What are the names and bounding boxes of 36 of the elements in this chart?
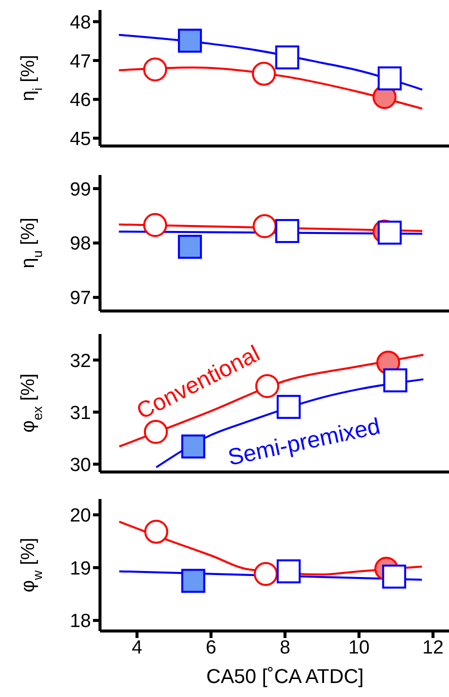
x-tick-label: 10	[348, 637, 370, 658]
y-tick-label: 99	[70, 179, 91, 200]
y-tick-label: 46	[70, 90, 91, 112]
y-tick-label: 47	[70, 51, 91, 72]
point	[252, 214, 277, 238]
point	[275, 219, 300, 244]
point	[178, 234, 202, 259]
y-tick-label: 98	[70, 234, 91, 255]
point	[143, 57, 168, 82]
y-tick-label: 32	[70, 350, 91, 372]
y-tick-label: 30	[70, 454, 91, 476]
point	[378, 66, 402, 90]
x-axis-title: CA50 [˚CA ATDC]	[206, 666, 364, 688]
point	[143, 213, 168, 238]
x-tick-label: 8	[280, 637, 290, 658]
point	[178, 28, 202, 53]
y-tick-label: 20	[70, 506, 91, 527]
y-tick-label: 19	[70, 558, 91, 580]
y-tick-label: 97	[70, 288, 91, 310]
point	[382, 564, 406, 589]
point	[378, 220, 402, 245]
x-tick-label: 12	[422, 637, 444, 658]
x-tick-label: 6	[206, 637, 216, 658]
point	[252, 62, 276, 86]
point	[276, 559, 301, 584]
point	[383, 368, 408, 392]
point	[181, 434, 206, 458]
point	[144, 420, 168, 444]
point	[181, 568, 206, 593]
y-tick-label: 31	[70, 402, 91, 424]
point	[254, 562, 278, 586]
y-tick-label: 18	[70, 611, 91, 632]
y-tick-label: 45	[70, 128, 91, 150]
x-tick-label: 4	[132, 637, 143, 658]
y-tick-label: 48	[70, 12, 91, 34]
point	[144, 520, 168, 544]
